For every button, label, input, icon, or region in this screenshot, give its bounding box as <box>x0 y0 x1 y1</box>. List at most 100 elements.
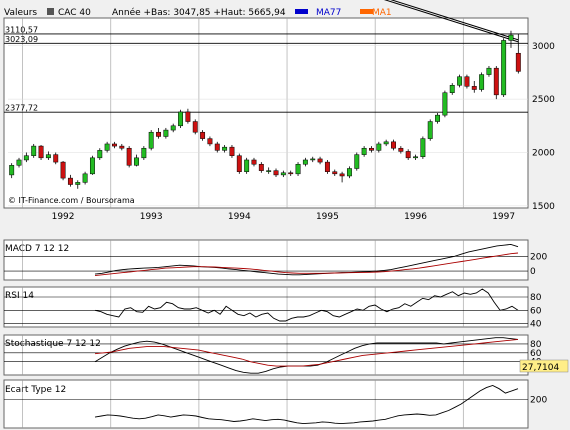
indicator-tick-label: 60 <box>530 306 542 316</box>
year-tick-label: 1992 <box>52 212 75 222</box>
candle-body <box>376 143 382 151</box>
candle-body <box>420 138 426 158</box>
candle-body <box>236 155 242 172</box>
indicator-tick-label: 0 <box>530 267 536 277</box>
stochastic-current-value: 27,7104 <box>522 363 559 373</box>
candle-body <box>442 92 448 116</box>
year-tick-label: 1995 <box>316 212 339 222</box>
candle-body <box>501 40 507 96</box>
header-bar: Valeurs CAC 40 Année +Bas: 3047,85 +Haut… <box>4 7 392 18</box>
candle-body <box>75 182 81 185</box>
candle-body <box>222 146 228 151</box>
rsi-panel: RSI 14 40 60 80 <box>3 286 542 330</box>
candle-body <box>148 131 154 149</box>
candle-body <box>178 111 184 127</box>
candle-body <box>126 147 132 166</box>
candle-body <box>214 143 220 151</box>
stochastic-current-value-box <box>519 359 569 373</box>
ma77-legend-label: MA77 <box>316 8 341 18</box>
candle-body <box>244 159 250 172</box>
candle-body <box>192 121 198 133</box>
candle-body <box>229 146 235 156</box>
level-label: 2377,72 <box>5 104 38 113</box>
price-candles <box>9 30 521 189</box>
price-grid <box>8 18 528 208</box>
candle-body <box>346 168 352 177</box>
year-tick-label: 1996 <box>404 212 427 222</box>
stdev-panel-frame <box>3 379 529 429</box>
candle-body <box>97 150 103 159</box>
candle-body <box>435 114 441 122</box>
candle-body <box>324 161 330 172</box>
candle-body <box>317 158 323 163</box>
candle-body <box>427 121 433 139</box>
candle-body <box>16 159 22 166</box>
candle-body <box>413 156 418 159</box>
candle-body <box>361 147 367 155</box>
candle-body <box>170 125 176 131</box>
candle-body <box>23 155 29 161</box>
stochastic-panel: Stochastique 7 12 12 40608027,7104 <box>3 334 569 376</box>
candle-body <box>82 173 88 183</box>
trendline <box>390 0 519 41</box>
indicator-line <box>94 385 519 425</box>
candle-body <box>134 157 139 166</box>
rsi-panel-frame <box>3 286 529 328</box>
candle-body <box>369 147 374 151</box>
candle-body <box>251 159 257 165</box>
candle-body <box>112 143 117 147</box>
candle-body <box>479 74 485 90</box>
candle-body <box>310 158 316 161</box>
candle-body <box>288 172 294 175</box>
trendline <box>383 0 519 43</box>
stdev-title: Ecart Type 12 <box>5 385 66 395</box>
price-tick-label: 2500 <box>532 95 555 105</box>
candle-body <box>9 165 15 176</box>
price-tick-label: 2000 <box>532 148 555 158</box>
candle-body <box>67 177 73 185</box>
candle-body <box>266 170 272 172</box>
candle-body <box>280 172 286 176</box>
candle-body <box>508 34 514 41</box>
candle-body <box>464 76 470 87</box>
symbol-name: CAC 40 <box>58 8 91 18</box>
indicator-tick-label: 80 <box>530 293 542 303</box>
symbol-marker-icon <box>47 8 54 15</box>
year-tick-label: 1994 <box>228 212 251 222</box>
candle-body <box>200 131 206 139</box>
candle-body <box>119 145 125 149</box>
price-tick-label: 1500 <box>532 202 555 212</box>
price-tick-label: 3000 <box>532 42 555 52</box>
indicator-tick-label: 200 <box>530 252 547 262</box>
level-label: 3110,57 <box>5 25 38 34</box>
indicator-tick-label: 40 <box>530 320 542 330</box>
indicator-line <box>94 288 519 322</box>
macd-panel-frame <box>3 239 529 281</box>
candle-body <box>104 143 110 151</box>
candle-body <box>457 76 463 86</box>
ma1-legend-swatch <box>360 9 373 14</box>
signal-line <box>94 338 519 367</box>
candle-body <box>493 67 499 96</box>
macd-panel: MACD 7 12 12 0 200 <box>3 239 547 281</box>
candle-body <box>89 157 95 175</box>
candle-body <box>163 129 169 137</box>
indicator-line <box>94 243 519 276</box>
ma77-legend-swatch <box>295 9 308 14</box>
candle-body <box>515 52 521 72</box>
header-label: Valeurs <box>4 8 37 18</box>
candle-body <box>38 145 44 159</box>
candle-body <box>449 84 455 93</box>
year-tick-label: 1997 <box>492 212 515 222</box>
price-panel-frame <box>3 17 529 209</box>
stdev-panel: Ecart Type 12 200 <box>3 379 547 429</box>
candle-body <box>60 161 66 179</box>
candle-body <box>405 151 411 159</box>
level-label: 3023,09 <box>5 35 38 44</box>
candle-body <box>207 138 213 145</box>
candle-body <box>53 154 59 163</box>
